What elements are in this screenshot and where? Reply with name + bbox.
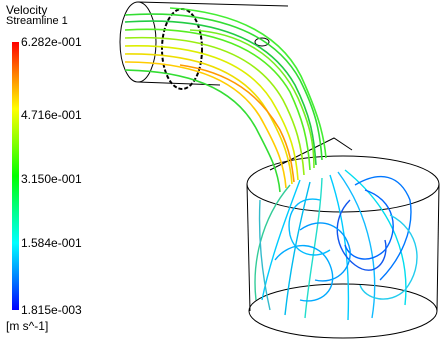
legend-tick-max: 6.282e-001: [21, 35, 82, 49]
valve-stem: [269, 137, 353, 171]
cylinder-streamlines: [254, 169, 418, 321]
cylinder-bottom: [248, 283, 438, 339]
colorbar: [12, 42, 19, 310]
legend-tick-2: 4.716e-001: [21, 108, 82, 122]
cylinder-edge-right: [436, 183, 440, 312]
legend-subtitle: Streamline 1: [6, 15, 68, 27]
small-ring: [254, 37, 270, 47]
legend-units: [m s^-1]: [6, 319, 49, 333]
inlet-edge-top: [137, 1, 289, 7]
legend-tick-4: 1.584e-001: [21, 236, 82, 250]
cylinder-edge-left: [246, 183, 251, 312]
legend-tick-min: 1.815e-003: [21, 303, 82, 317]
legend-tick-3: 3.150e-001: [21, 172, 82, 186]
legend-title: Velocity: [6, 3, 48, 17]
inlet-streamlines: [124, 7, 327, 193]
